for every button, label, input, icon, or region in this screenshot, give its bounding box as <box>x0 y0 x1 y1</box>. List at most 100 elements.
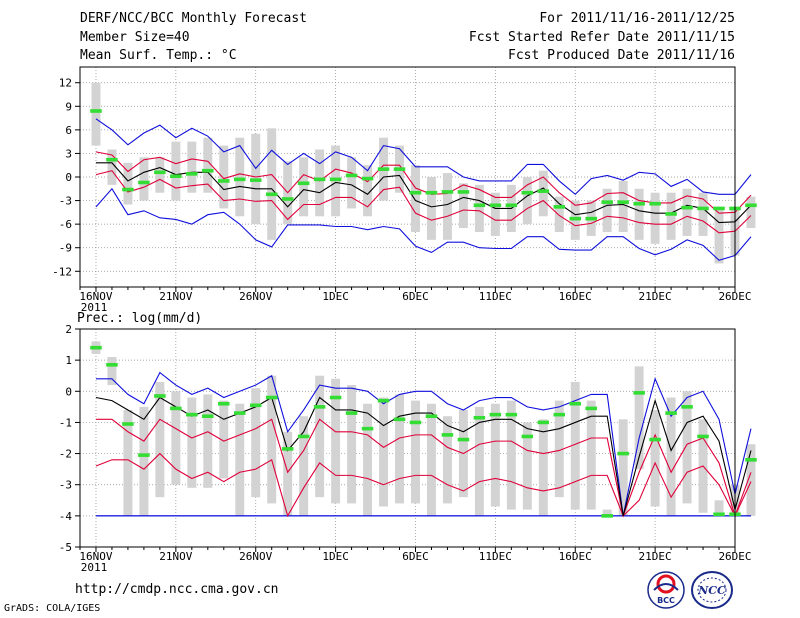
ensemble-box <box>586 400 596 510</box>
median-marker <box>170 174 182 179</box>
upper-outer-line <box>95 118 752 196</box>
median-marker <box>665 212 677 216</box>
ensemble-box <box>283 431 293 516</box>
x-tick-label: 16NOV <box>79 550 112 563</box>
median-marker <box>553 412 566 417</box>
ensemble-box <box>442 416 452 504</box>
median-marker <box>361 176 374 181</box>
y-tick-label: -3 <box>59 479 72 492</box>
median-marker <box>329 177 342 182</box>
median-marker <box>601 514 613 518</box>
median-marker <box>617 200 629 204</box>
ensemble-box <box>123 162 133 205</box>
ensemble-box <box>506 400 516 510</box>
ensemble-box <box>698 192 708 236</box>
median-marker <box>186 412 198 417</box>
median-marker <box>138 180 150 185</box>
upper-outer-line <box>95 371 752 516</box>
median-marker <box>457 437 470 442</box>
x-tick-label: 6DEC <box>402 550 429 563</box>
upper-inner-line <box>95 418 752 518</box>
ensemble-box <box>442 173 452 240</box>
median-marker <box>202 168 214 173</box>
ensemble-box <box>123 409 133 516</box>
ensemble-box <box>554 400 564 498</box>
median-marker <box>249 178 262 182</box>
y-tick-label: -6 <box>59 218 72 231</box>
median-marker <box>425 190 438 195</box>
y-tick-label: 9 <box>65 100 72 113</box>
member-size-label: Member Size=40 <box>80 30 190 45</box>
ensemble-box <box>554 196 564 232</box>
plot-frame <box>79 328 736 548</box>
median-marker <box>745 203 757 208</box>
median-marker <box>713 512 725 517</box>
median-marker <box>249 403 262 408</box>
x-tick-label: 11DEC <box>479 550 512 563</box>
ensemble-box <box>347 385 357 504</box>
ensemble-box <box>107 357 117 386</box>
ensemble-box <box>666 397 676 516</box>
median-marker <box>281 197 294 201</box>
ensemble-box <box>139 157 149 201</box>
forecast-period-label: For 2011/11/16-2011/12/25 <box>539 11 735 26</box>
ensemble-box <box>219 145 229 209</box>
ensemble-box <box>155 381 165 498</box>
ensemble-box <box>426 177 436 240</box>
ensemble-box <box>634 366 644 470</box>
x-tick-label: 1DEC <box>322 290 349 303</box>
ensemble-box <box>267 128 277 240</box>
ensemble-box <box>490 403 500 507</box>
y-tick-label: -9 <box>59 242 72 255</box>
ensemble-box <box>650 192 660 244</box>
median-marker <box>329 395 342 400</box>
x-tick-sublabel: 2011 <box>81 301 108 314</box>
median-marker <box>297 434 310 439</box>
ensemble-box <box>682 188 692 236</box>
x-tick-label: 16NOV <box>79 290 112 303</box>
ensemble-box <box>299 157 309 217</box>
median-marker <box>745 458 757 462</box>
median-marker <box>265 395 278 400</box>
ensemble-box <box>235 137 245 217</box>
x-tick-label: 26DEC <box>718 290 751 303</box>
x-tick-label: 16DEC <box>559 550 592 563</box>
median-marker <box>122 187 134 192</box>
x-tick-label: 26NOV <box>239 290 272 303</box>
ensemble-box <box>171 141 181 201</box>
median-marker <box>202 414 214 418</box>
median-marker <box>409 190 422 195</box>
median-marker <box>473 203 486 208</box>
ensemble-box <box>299 416 309 516</box>
ensemble-box <box>347 157 357 209</box>
x-tick-label: 26NOV <box>239 550 272 563</box>
ncc-logo-text: NCC <box>697 584 726 597</box>
ensemble-box <box>267 375 277 504</box>
ensemble-box <box>187 141 197 193</box>
ensemble-box <box>107 149 117 185</box>
x-tick-label: 1DEC <box>322 550 349 563</box>
bottom-panel-variable-label: Prec.: log(mm/d) <box>77 311 202 326</box>
ensemble-box <box>315 375 325 498</box>
ensemble-box <box>363 403 373 516</box>
median-marker <box>154 170 166 175</box>
ensemble-box <box>490 192 500 236</box>
chart-title: DERF/NCC/BCC Monthly Forecast <box>80 11 307 26</box>
median-marker <box>617 451 629 456</box>
median-marker <box>218 401 230 406</box>
fcst-started-label: Fcst Started Refer Date 2011/11/15 <box>468 30 735 45</box>
median-marker <box>345 173 358 178</box>
median-marker <box>297 181 310 186</box>
y-tick-label: 12 <box>59 77 72 90</box>
median-marker <box>649 201 661 206</box>
median-marker <box>313 177 326 182</box>
median-marker <box>521 434 534 439</box>
y-tick-label: -1 <box>59 416 72 429</box>
ensemble-box <box>522 177 532 225</box>
y-tick-label: -3 <box>59 195 72 208</box>
y-tick-label: -4 <box>59 510 73 523</box>
ensemble-box <box>235 403 245 516</box>
median-marker <box>649 437 661 442</box>
median-marker <box>633 391 645 395</box>
median-marker <box>713 206 725 211</box>
